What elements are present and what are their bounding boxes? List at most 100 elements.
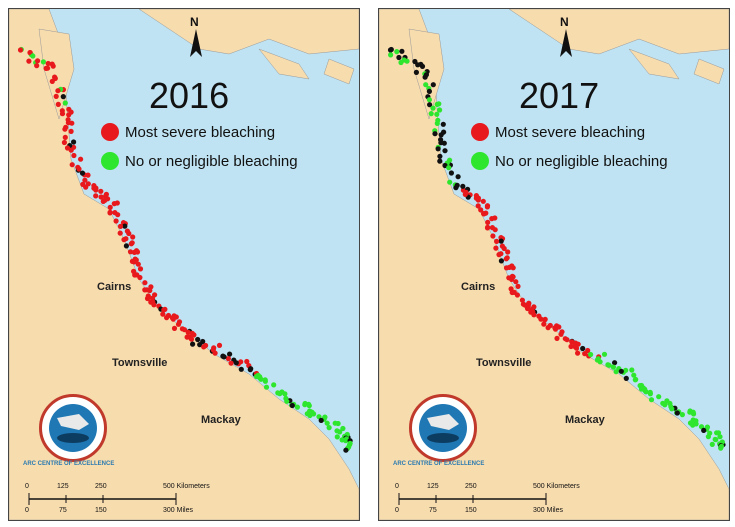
reef-site xyxy=(575,350,581,356)
reef-site xyxy=(647,391,653,397)
city-cairns: Cairns xyxy=(461,281,496,293)
legend-label: No or negligible bleaching xyxy=(495,152,668,170)
reef-site xyxy=(279,389,285,395)
reef-site xyxy=(137,266,144,272)
scale-km-0: 0 xyxy=(25,483,29,490)
reef-site xyxy=(195,336,201,343)
new-guinea-coast xyxy=(138,9,359,55)
scale-km-125: 125 xyxy=(57,483,69,490)
reef-site xyxy=(660,400,666,406)
reef-site xyxy=(212,350,218,356)
reef-site xyxy=(669,406,675,412)
reef-site xyxy=(427,102,433,108)
reef-site xyxy=(610,364,616,370)
reef-site xyxy=(82,177,88,183)
reef-site xyxy=(437,153,443,159)
reef-site xyxy=(423,82,429,88)
reef-site xyxy=(258,376,264,382)
reef-site xyxy=(503,265,510,271)
reef-site xyxy=(160,311,166,317)
reef-site xyxy=(718,443,725,449)
reef-site xyxy=(216,342,223,348)
scale-mi-150: 150 xyxy=(95,507,107,514)
reef-site xyxy=(562,336,568,342)
reef-site xyxy=(691,411,697,417)
reef-site xyxy=(337,429,343,435)
reef-site xyxy=(387,47,394,53)
reef-site xyxy=(541,321,547,327)
reef-site xyxy=(462,191,468,197)
reef-site xyxy=(238,359,244,365)
reef-site xyxy=(113,218,119,224)
new-guinea-coast xyxy=(508,9,729,55)
reef-site xyxy=(505,249,511,255)
reef-site xyxy=(643,389,649,395)
reef-site xyxy=(447,179,453,185)
scale-km-250: 250 xyxy=(465,483,477,490)
reef-site xyxy=(446,165,452,171)
reef-site xyxy=(490,233,496,239)
scale-km-500: 500 Kilometers xyxy=(163,483,210,490)
reef-site xyxy=(396,54,402,61)
year-title: 2017 xyxy=(519,75,600,116)
reef-site xyxy=(422,74,428,80)
reef-site xyxy=(107,204,113,210)
reef-site xyxy=(496,252,502,258)
reef-site xyxy=(98,194,104,200)
reef-site xyxy=(188,336,195,342)
reef-site xyxy=(498,258,504,264)
reef-site xyxy=(103,191,109,197)
reef-site xyxy=(30,53,36,59)
reef-site xyxy=(131,259,137,265)
legend-label: Most severe bleaching xyxy=(495,123,646,141)
reef-site xyxy=(65,120,71,126)
legend-severe: Most severe bleaching xyxy=(471,123,645,141)
reef-site xyxy=(200,338,206,345)
city-cairns: Cairns xyxy=(97,281,132,293)
reef-site xyxy=(68,128,74,134)
reef-site xyxy=(117,230,123,236)
reef-site xyxy=(79,170,86,176)
reef-site xyxy=(71,152,77,159)
red-dot-icon xyxy=(101,123,119,141)
reef-site xyxy=(648,397,655,403)
reef-site xyxy=(484,203,491,209)
reef-site xyxy=(701,427,707,433)
north-arrow: N xyxy=(554,15,578,59)
reef-site xyxy=(679,412,685,418)
reef-site xyxy=(437,107,443,113)
reef-site xyxy=(35,58,41,64)
city-mackay: Mackay xyxy=(201,414,241,426)
reef-site xyxy=(45,65,51,71)
reef-site xyxy=(76,166,82,172)
reef-site xyxy=(426,97,432,103)
reef-site xyxy=(573,345,580,351)
red-dot-icon xyxy=(471,123,489,141)
north-label: N xyxy=(190,15,199,29)
reef-site xyxy=(426,88,432,94)
map-panel-2016: N 2016 Most severe bleaching No or negli… xyxy=(8,8,360,521)
reef-site xyxy=(45,60,51,67)
reef-site xyxy=(289,402,295,409)
map-panel-2017: N 2017 Most severe bleaching No or negli… xyxy=(378,8,730,521)
reef-site xyxy=(221,354,227,360)
reef-site xyxy=(179,326,185,332)
reef-site xyxy=(623,375,629,381)
north-arrow: N xyxy=(184,15,208,59)
reef-site xyxy=(340,425,346,432)
reef-site xyxy=(493,245,499,251)
reef-site xyxy=(612,360,618,366)
reef-site xyxy=(569,339,575,345)
reef-site xyxy=(151,302,157,308)
reef-site xyxy=(62,126,68,132)
scale-mi-75: 75 xyxy=(429,507,437,514)
reef-site xyxy=(339,437,345,443)
reef-site xyxy=(558,331,564,337)
scale-bar: 0 125 250 500 Kilometers 0 75 150 300 Mi… xyxy=(391,479,729,519)
reef-site xyxy=(225,356,231,362)
reef-site xyxy=(618,368,624,374)
reef-site xyxy=(404,58,410,64)
reef-site xyxy=(715,430,722,436)
reef-site xyxy=(709,441,715,447)
reef-site xyxy=(275,390,281,396)
